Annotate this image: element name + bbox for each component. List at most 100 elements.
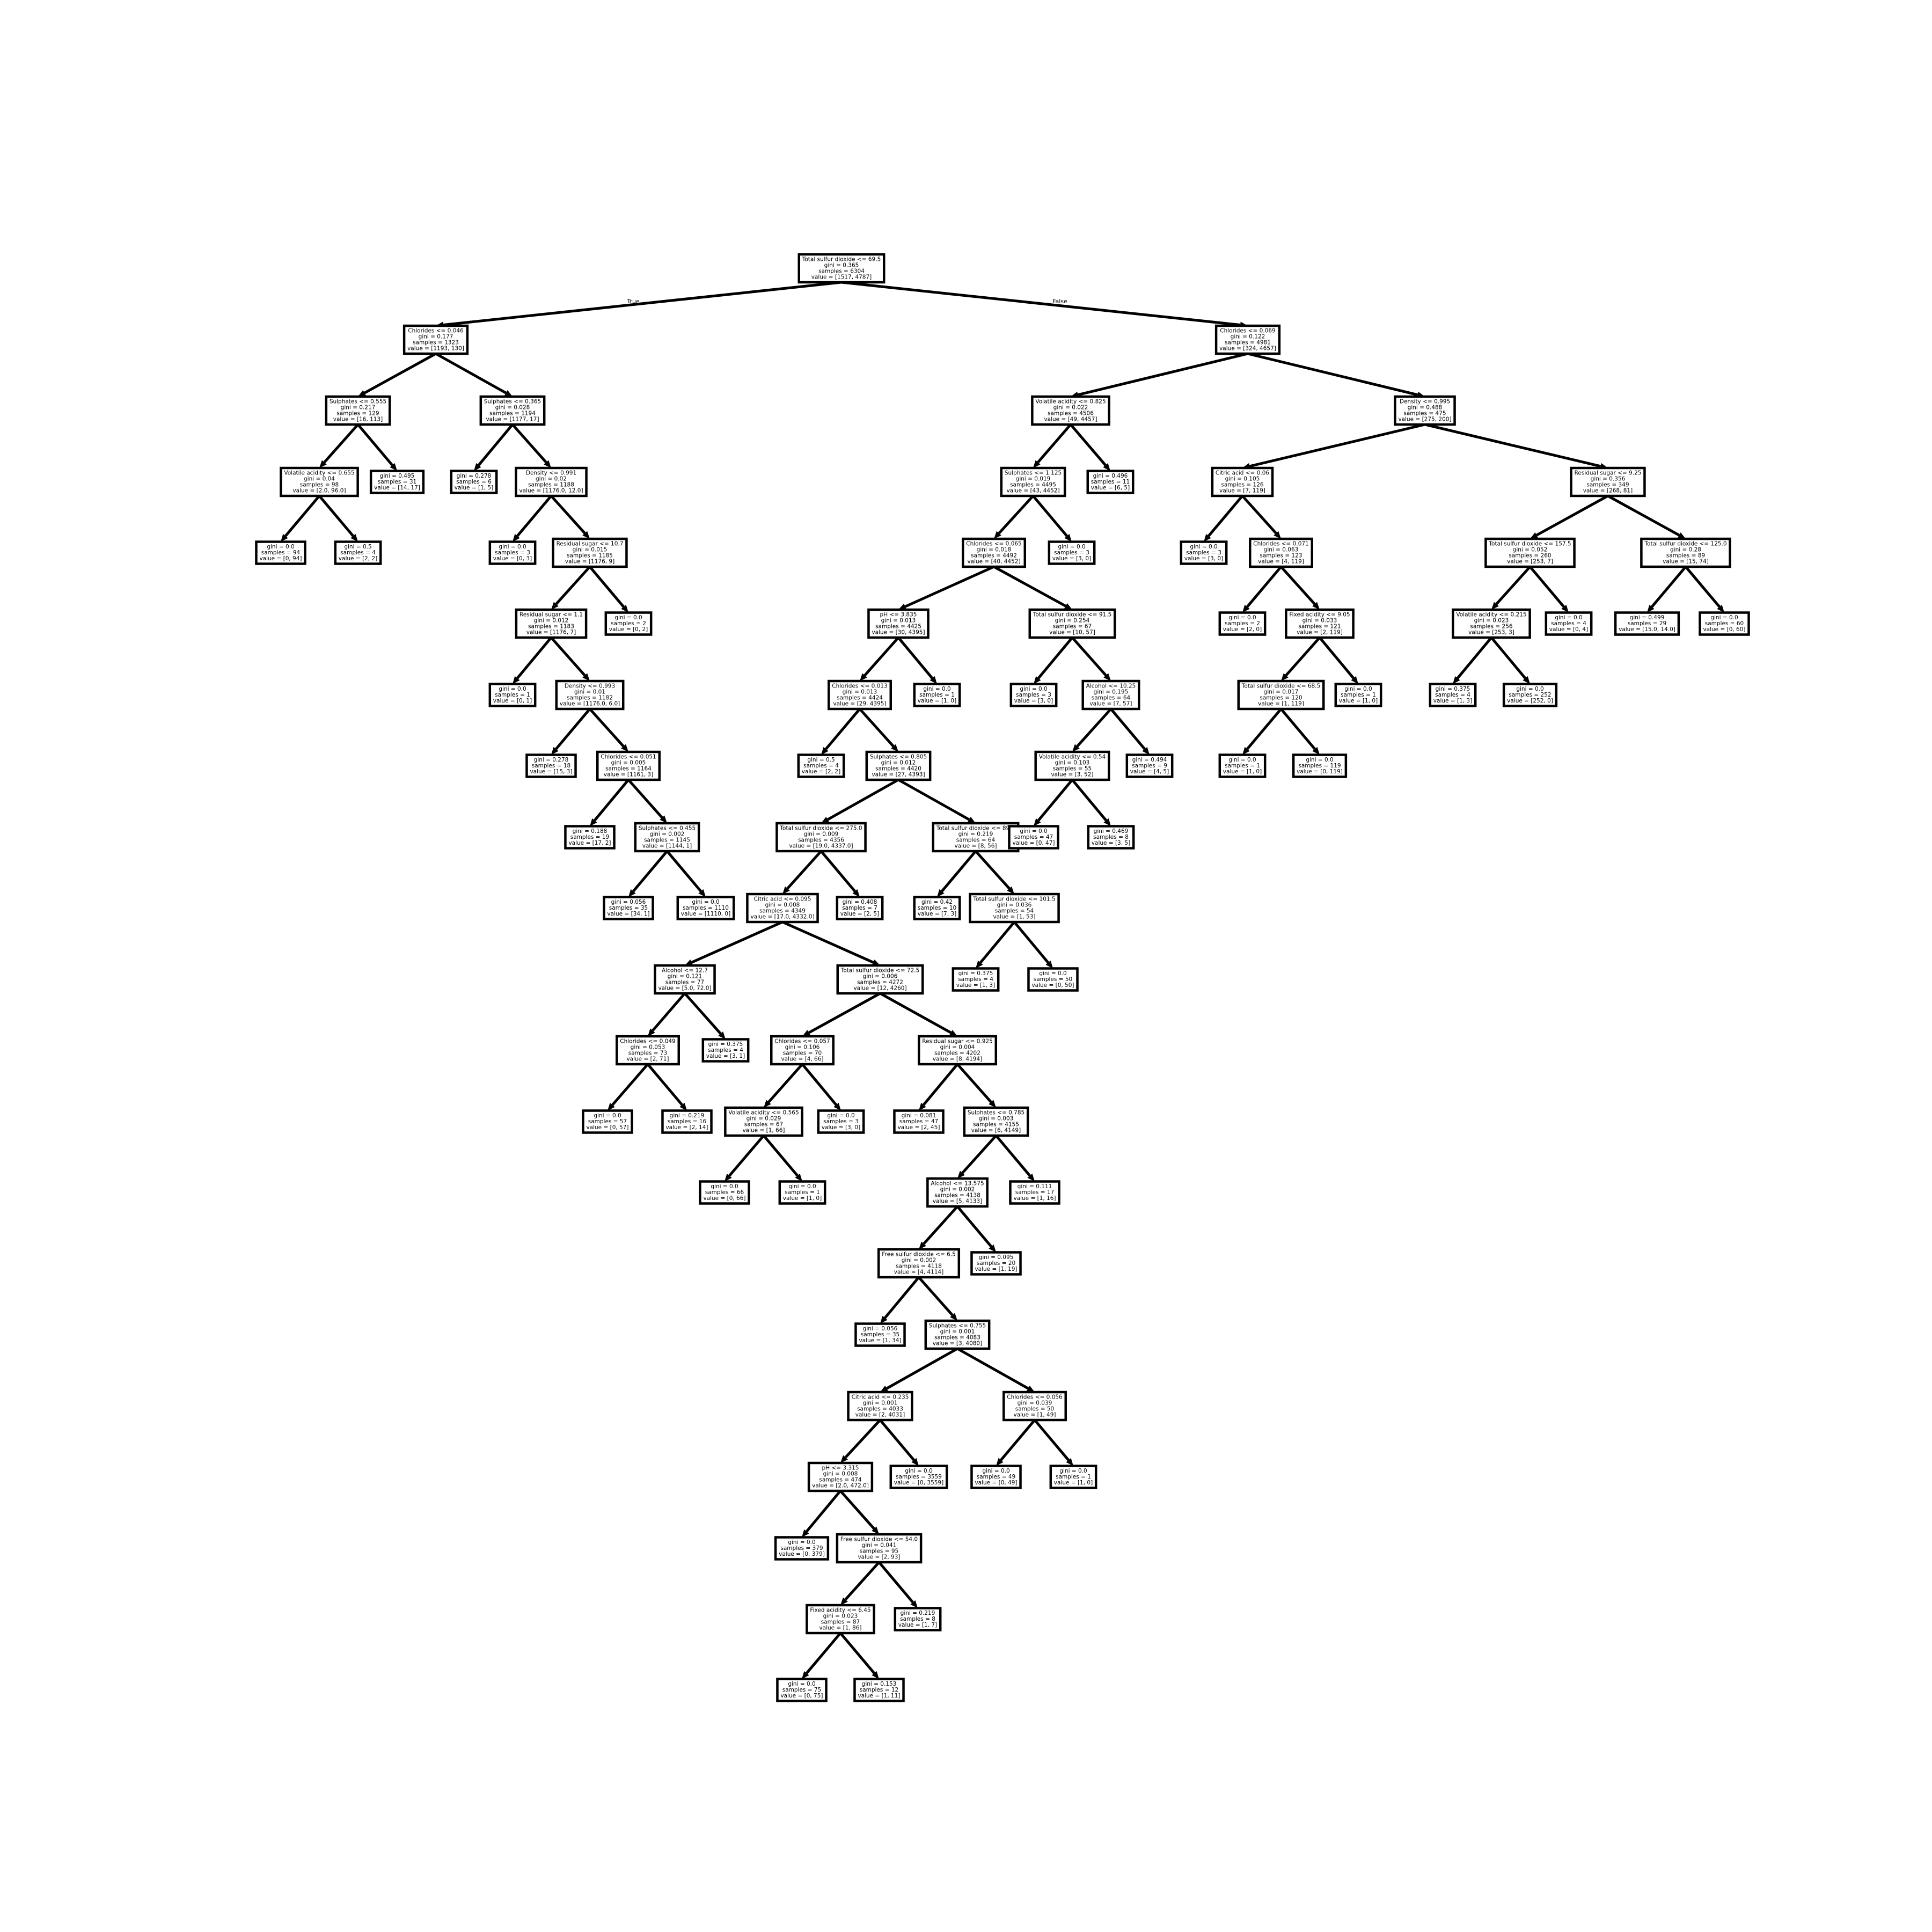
tree-edge-9-10 — [516, 495, 552, 537]
tree-node-line: value = [4, 4114] — [894, 1269, 943, 1276]
tree-node-line: samples = 126 — [1221, 482, 1263, 488]
tree-node-line: Total sulfur dioxide <= 125.0 — [1644, 541, 1726, 547]
tree-node-line: samples = 260 — [1509, 553, 1551, 559]
tree-edge-51-52 — [806, 1490, 841, 1533]
tree-node-line: samples = 3 — [495, 550, 530, 556]
tree-edge-51-52-arrowhead — [802, 1529, 809, 1538]
tree-node-line: gini = 0.029 — [747, 1116, 781, 1122]
tree-node-line: samples = 60 — [1705, 620, 1744, 627]
tree-node-box — [479, 395, 546, 426]
tree-node-line: samples = 89 — [1666, 553, 1705, 559]
tree-node-line: samples = 2 — [1225, 620, 1260, 627]
tree-node-line: gini = 0.001 — [863, 1400, 898, 1407]
tree-edge-16-18 — [627, 779, 663, 819]
tree-edge-53-57-arrowhead — [910, 1600, 918, 1608]
tree-edge-80-90 — [1424, 423, 1601, 468]
tree-edge-37-43 — [879, 992, 952, 1034]
tree-node-line: gini = 0.0 — [788, 1681, 815, 1687]
tree-node-line: gini = 0.219 — [958, 831, 993, 838]
tree-edge-11-12 — [555, 566, 591, 605]
tree-edge-47-49-arrowhead — [950, 1313, 957, 1321]
tree-node-line: value = [4, 66] — [781, 1056, 823, 1063]
tree-edge-29-30-arrowhead — [821, 816, 830, 823]
tree-node-line: gini = 0.111 — [1018, 1183, 1052, 1190]
tree-node-line: gini = 0.0 — [1710, 614, 1738, 621]
tree-edges — [281, 281, 1724, 1679]
tree-node-box — [797, 253, 885, 284]
tree-node-line: gini = 0.013 — [881, 618, 916, 624]
tree-edge-96-97-arrowhead — [1647, 604, 1655, 613]
tree-edge-67-68 — [979, 921, 1015, 964]
tree-node-line: value = [1, 0] — [918, 698, 956, 704]
tree-node-box — [699, 1180, 750, 1205]
tree-edge-26-27-arrowhead — [860, 673, 867, 681]
tree-node-box — [1027, 967, 1079, 992]
tree-edge-45-46-arrowhead — [957, 1170, 965, 1179]
tree-node-box — [1009, 683, 1058, 707]
tree-node-line: gini = 0.219 — [670, 1113, 705, 1119]
tree-node-line: samples = 4495 — [1010, 482, 1056, 488]
tree-edge-46-62 — [956, 1205, 992, 1248]
tree-node-line: value = [253, 3] — [1468, 630, 1514, 636]
tree-node-line: samples = 1 — [1225, 763, 1260, 769]
tree-node-line: value = [2, 2] — [802, 769, 840, 775]
tree-edge-81-83-arrowhead — [1274, 531, 1281, 539]
branch-labels: True False — [626, 298, 1067, 305]
tree-node-box — [865, 750, 932, 781]
tree-edge-18-20 — [666, 850, 702, 892]
tree-node-line: gini = 0.408 — [843, 899, 877, 905]
tree-node-line: value = [2, 119] — [1297, 630, 1343, 636]
tree-node-line: Sulphates <= 0.365 — [484, 399, 541, 405]
tree-node-line: value = [1176.0, 6.0] — [560, 701, 620, 707]
tree-edge-39-41 — [763, 1135, 799, 1177]
tree-node-box — [1031, 395, 1110, 426]
tree-edge-12-13-arrowhead — [513, 676, 520, 684]
tree-edge-74-76 — [1071, 779, 1107, 822]
tree-node-line: value = [30, 4395] — [872, 630, 925, 636]
tree-node-box — [555, 679, 625, 711]
tree-node-line: gini = 0.002 — [902, 1257, 936, 1264]
tree-node-line: gini = 0.081 — [902, 1113, 936, 1119]
tree-node-line: Sulphates <= 0.805 — [870, 754, 927, 760]
tree-node-line: value = [1, 49] — [1013, 1412, 1056, 1418]
tree-node-line: samples = 67 — [1053, 624, 1092, 630]
tree-node-line: Total sulfur dioxide <= 72.5 — [840, 968, 920, 974]
tree-node-line: samples = 4 — [958, 976, 993, 983]
tree-node-line: Chlorides <= 0.046 — [408, 328, 464, 334]
tree-edge-3-5 — [318, 495, 354, 537]
tree-edge-90-91 — [1536, 494, 1609, 537]
tree-node-line: samples = 31 — [378, 479, 416, 485]
tree-node-line: samples = 4138 — [934, 1192, 980, 1199]
tree-node-line: samples = 1182 — [567, 695, 613, 701]
tree-edge-83-85-arrowhead — [1312, 602, 1320, 610]
tree-node-line: samples = 47 — [1014, 834, 1053, 840]
tree-edge-11-21-arrowhead — [621, 604, 628, 613]
tree-edge-14-16 — [589, 708, 625, 748]
tree-node-line: Chlorides <= 0.069 — [1220, 328, 1276, 334]
tree-edge-71-72-arrowhead — [1034, 676, 1041, 684]
tree-node-box — [913, 683, 961, 707]
tree-node-box — [913, 896, 961, 920]
tree-node-line: gini = 0.0 — [267, 544, 294, 550]
tree-node-box — [603, 896, 654, 920]
tree-node-line: value = [252, 0] — [1507, 698, 1553, 704]
tree-edge-2-6-arrowhead — [390, 463, 397, 471]
tree-edge-86-87-arrowhead — [1242, 747, 1250, 755]
tree-node-line: gini = 0.01 — [574, 689, 605, 696]
tree-node-box — [1008, 825, 1059, 850]
tree-node-line: value = [1, 7] — [898, 1622, 937, 1628]
tree-edge-37-43-arrowhead — [949, 1029, 957, 1036]
tree-node-line: gini = 0.153 — [862, 1681, 897, 1687]
tree-node-line: value = [0, 1] — [493, 698, 532, 704]
tree-edge-43-44 — [923, 1063, 958, 1106]
